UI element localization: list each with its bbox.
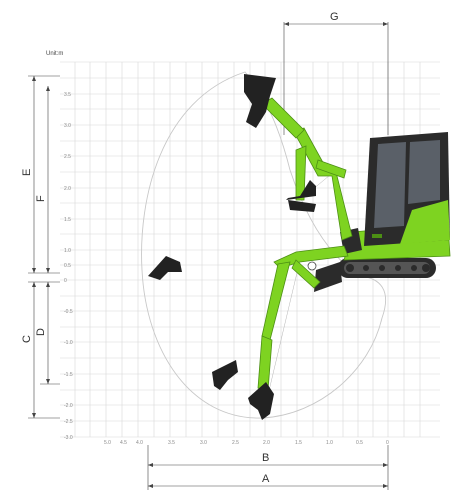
dimension-b [147,445,389,490]
dimension-label-e: E [21,169,33,176]
dimension-label-g: G [330,11,339,23]
y-tick: -1.0 [64,340,73,346]
y-tick: -2.5 [64,419,73,425]
x-tick: 3.5 [168,440,175,446]
boom-arm-icon-raised [261,97,353,241]
dimension-a [148,484,388,488]
y-tick-labels: 3.5 3.0 2.5 2.0 1.5 1.0 0.5 0 -0.5 -1.0 … [64,92,73,441]
crawler-track-icon [338,258,436,278]
x-tick: 5.0 [104,440,111,446]
x-tick: 2.0 [263,440,270,446]
dimension-e [28,75,60,274]
excavator [148,74,451,420]
dimension-g [283,22,389,135]
bucket-icon-left [148,256,182,280]
bucket-icon-bottom [248,382,274,420]
y-tick: 3.0 [64,123,71,129]
x-tick-labels: 5.0 4.5 4.0 3.5 3.0 2.5 2.0 1.5 1.0 0.5 … [104,440,389,446]
y-tick: 1.0 [64,248,71,254]
dimension-label-d: D [35,328,47,336]
y-tick: 0 [64,278,67,284]
y-tick: 1.5 [64,217,71,223]
working-range-envelope [141,71,387,419]
bucket-icon-mid [286,180,316,212]
y-tick: -0.5 [64,309,73,315]
dimension-label-c: C [21,335,33,343]
y-tick: 2.5 [64,154,71,160]
dimension-c [28,281,60,419]
excavator-cab-icon [364,132,450,246]
x-tick: 1.5 [295,440,302,446]
dimension-label-f: F [35,195,47,202]
dimension-label-b: B [262,452,269,464]
boom-arm-icon-lowered [257,245,349,391]
x-tick: 4.0 [136,440,143,446]
bucket-icon-bottom-left [212,360,238,390]
unit-label: Unit:m [46,51,63,57]
dimension-f [46,86,50,273]
y-tick: -2.0 [64,403,73,409]
dimension-d [40,282,60,385]
dozer-blade-icon [314,262,342,292]
x-tick: 1.0 [326,440,333,446]
bucket-icon-top [244,74,276,128]
x-tick: 4.5 [120,440,127,446]
y-tick: 0.5 [64,263,71,269]
y-tick: -1.5 [64,372,73,378]
y-tick: 3.5 [64,92,71,98]
y-tick: 2.0 [64,186,71,192]
y-tick: -3.0 [64,435,73,441]
x-tick: 0.5 [356,440,363,446]
dimension-label-a: A [262,473,270,485]
x-tick: 2.5 [232,440,239,446]
x-tick: 3.0 [200,440,207,446]
x-tick: 0 [386,440,389,446]
